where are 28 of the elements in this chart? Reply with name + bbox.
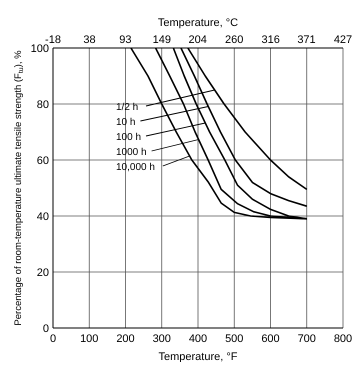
x-tick-label: 700 [298, 332, 316, 345]
x-tick-label: 100 [80, 332, 98, 345]
x-tick-label: 200 [116, 332, 135, 345]
x2-tick-label: 204 [188, 34, 207, 46]
y-tick-label: 60 [36, 154, 49, 167]
x2-tick-label: 260 [224, 34, 244, 46]
y-tick-label: 80 [36, 98, 49, 111]
text: 1000 h [116, 147, 147, 158]
text: 100 h [116, 132, 142, 143]
x-tick-label: 300 [152, 332, 171, 345]
x-axis-title: Temperature, °F [158, 351, 238, 363]
x-tick-label: 400 [188, 332, 208, 345]
x-tick-label: 800 [334, 332, 352, 345]
x2-tick-label: 38 [83, 34, 96, 46]
x2-tick-label: 149 [152, 34, 172, 46]
text: 10 h [116, 117, 136, 128]
x2-axis-title: Temperature, °C [158, 17, 238, 29]
x2-tick-label: 93 [119, 34, 132, 46]
text: 1/2 h [116, 102, 138, 113]
y-tick-label: 20 [36, 266, 49, 279]
legend-label: 10,000 h [116, 162, 155, 173]
x2-tick-label: 427 [334, 34, 352, 46]
y-tick-label: 40 [36, 210, 49, 223]
x2-tick-label: 316 [261, 34, 280, 46]
y-tick-label: 0 [42, 322, 49, 335]
x-tick-label: 500 [225, 332, 244, 345]
x-tick-label: 600 [261, 332, 280, 345]
x2-tick-label: 371 [297, 34, 316, 46]
